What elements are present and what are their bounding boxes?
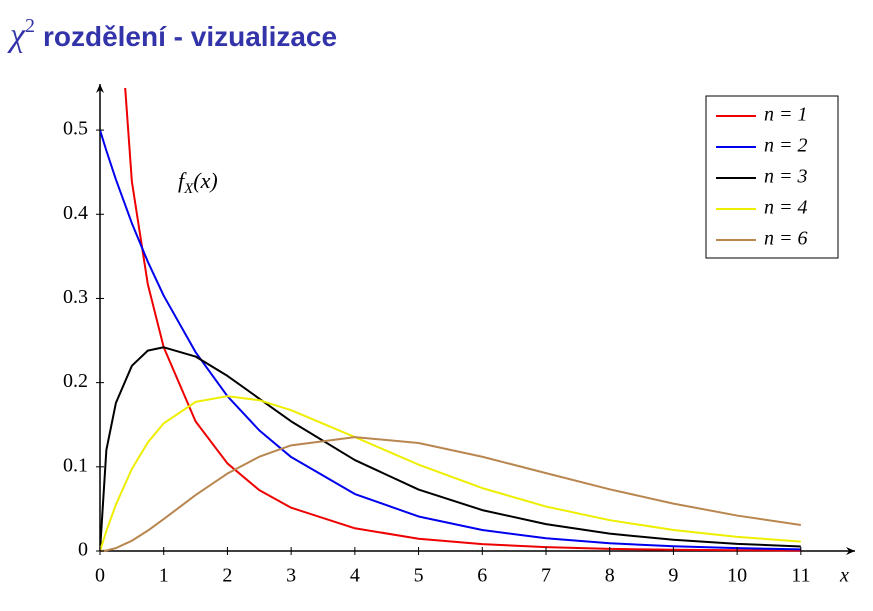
legend-label: n = 3 (764, 166, 808, 188)
legend-label: n = 4 (764, 197, 808, 219)
y-arrow (96, 84, 104, 93)
x-tick-label: 8 (605, 565, 615, 587)
legend-label: n = 1 (764, 104, 808, 126)
annotation-sub: X (183, 181, 194, 197)
series-line (100, 129, 801, 551)
x-tick-label: 1 (159, 565, 169, 587)
x-tick-label: 5 (414, 565, 424, 587)
x-tick-label: 7 (541, 565, 551, 587)
series-line (100, 346, 801, 552)
series-line (100, 395, 801, 552)
y-tick-label: 0.3 (63, 286, 88, 308)
plot-area (100, 88, 801, 552)
x-arrow (846, 547, 855, 555)
y-tick-label: 0 (78, 539, 88, 561)
title-superscript: 2 (25, 15, 35, 37)
legend-label: n = 2 (764, 135, 808, 157)
x-tick-label: 11 (791, 565, 810, 587)
y-tick-label: 0.1 (63, 454, 88, 476)
y-tick-label: 0.4 (63, 202, 88, 224)
series-line (100, 436, 801, 552)
y-tick-label: 0.2 (63, 370, 88, 392)
x-label: x (839, 565, 849, 587)
title: χ2 rozdělení - vizualizace (7, 15, 337, 54)
title-text: rozdělení - vizualizace (43, 21, 337, 52)
x-tick-label: 2 (222, 565, 232, 587)
x-tick-label: 9 (668, 565, 678, 587)
annotation-main: f (178, 168, 187, 193)
series-line (124, 88, 801, 552)
x-tick-label: 4 (350, 565, 360, 587)
y-tick-label: 0.5 (63, 118, 88, 140)
x-tick-label: 3 (286, 565, 296, 587)
annotation-rest: (x) (193, 168, 217, 193)
legend-label: n = 6 (764, 228, 808, 250)
annotation: fX(x) (178, 168, 218, 197)
x-tick-label: 10 (727, 565, 747, 587)
x-tick-label: 6 (477, 565, 487, 587)
x-tick-label: 0 (95, 565, 105, 587)
title-symbol: χ (7, 17, 26, 54)
